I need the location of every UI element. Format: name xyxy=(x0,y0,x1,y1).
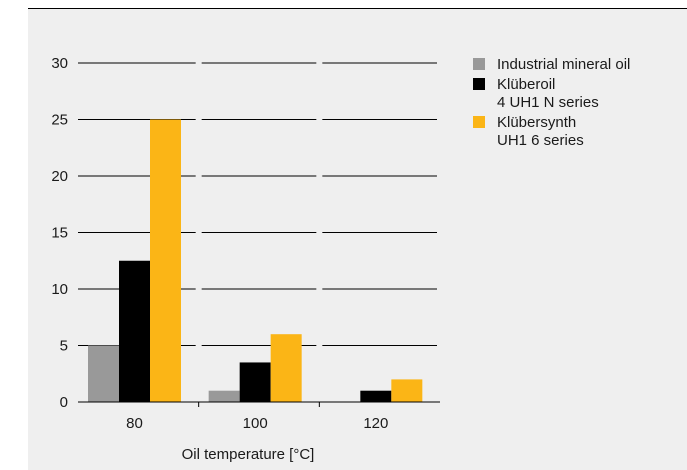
legend-label: Industrial mineral oil xyxy=(497,56,630,73)
bar xyxy=(150,119,181,402)
legend-swatch xyxy=(473,78,485,90)
y-tick-labels: 0 5 10 15 20 25 30 xyxy=(51,55,68,411)
bar xyxy=(360,390,392,402)
y-tick-label: 10 xyxy=(51,281,68,298)
x-tick-labels: 80 100 120 xyxy=(126,415,388,432)
bar xyxy=(208,390,240,402)
legend-swatch xyxy=(473,116,485,128)
legend-label: 4 UH1 N series xyxy=(497,94,599,111)
y-tick-label: 5 xyxy=(60,338,68,355)
legend-swatch xyxy=(473,58,485,70)
y-tick-label: 25 xyxy=(51,112,68,129)
x-tick-label: 80 xyxy=(126,415,143,432)
y-tick-label: 0 xyxy=(60,394,68,411)
y-tick-label: 20 xyxy=(51,168,68,185)
legend-label: Klübersynth xyxy=(497,114,576,131)
bar xyxy=(270,334,302,402)
bars xyxy=(88,119,423,407)
y-tick-label: 30 xyxy=(51,55,68,72)
legend-label: Klüberoil xyxy=(497,76,555,93)
x-tick-label: 100 xyxy=(243,415,268,432)
y-tick-label: 15 xyxy=(51,225,68,242)
bar xyxy=(88,345,119,402)
x-axis-label: Oil temperature [°C] xyxy=(182,446,315,463)
legend-label: UH1 6 series xyxy=(497,132,584,149)
bar xyxy=(119,260,150,402)
x-tick-label: 120 xyxy=(363,415,388,432)
bar xyxy=(239,362,271,402)
bar xyxy=(391,379,423,402)
